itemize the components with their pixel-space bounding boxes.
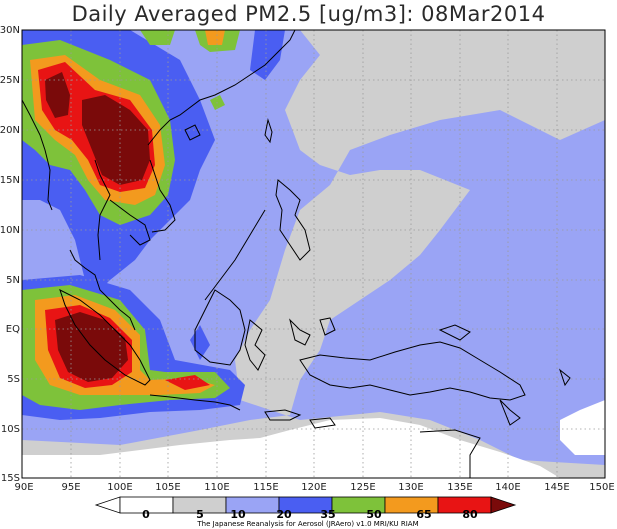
colorbar-label: 0 — [142, 508, 150, 521]
lat-label: 25N — [0, 75, 20, 86]
colorbar-label: 20 — [276, 508, 292, 521]
lon-label: 145E — [544, 482, 569, 493]
lon-label: 120E — [301, 482, 326, 493]
lat-label: EQ — [6, 324, 20, 335]
plot-frame — [21, 29, 606, 479]
colorbar-labels: 0 5 10 20 35 50 65 80 — [142, 508, 478, 521]
lat-label: 10S — [1, 424, 20, 435]
lon-label: 135E — [447, 482, 472, 493]
colorbar-label: 35 — [320, 508, 335, 521]
colorbar-label: 50 — [366, 508, 382, 521]
lat-label: 5S — [7, 374, 20, 385]
lat-label: 10N — [0, 225, 20, 236]
lat-label: 5N — [6, 275, 20, 286]
lon-label: 140E — [495, 482, 520, 493]
lat-label: 15N — [0, 175, 20, 186]
lat-label: 30N — [0, 25, 20, 36]
credit-text: The Japanese Reanalysis for Aerosol (JRA… — [196, 520, 418, 528]
colorbar-label: 80 — [462, 508, 478, 521]
map-title: Daily Averaged PM2.5 [ug/m3]: 08Mar2014 — [71, 2, 546, 26]
lat-label: 15S — [1, 473, 20, 484]
coastlines — [22, 30, 571, 478]
colorbar-high-arrow — [490, 496, 517, 514]
lon-label: 115E — [253, 482, 278, 493]
colorbar — [94, 496, 517, 514]
longitude-labels: 90E 95E 100E 105E 110E 115E 120E 125E 13… — [14, 482, 614, 493]
colorbar-label: 5 — [196, 508, 204, 521]
lon-label: 110E — [204, 482, 229, 493]
lon-label: 100E — [107, 482, 132, 493]
colorbar-low-arrow — [94, 496, 121, 514]
lon-label: 125E — [350, 482, 375, 493]
lon-label: 105E — [155, 482, 180, 493]
map-plot-area — [22, 30, 605, 478]
lon-label: 130E — [398, 482, 423, 493]
lon-label: 150E — [589, 482, 614, 493]
colorbar-label: 65 — [416, 508, 431, 521]
latitude-labels: 30N 25N 20N 15N 10N 5N EQ 5S 10S 15S — [0, 25, 20, 484]
lon-label: 95E — [61, 482, 80, 493]
colorbar-label: 10 — [230, 508, 246, 521]
field-level-0-5 — [22, 400, 605, 478]
lon-label: 90E — [14, 482, 33, 493]
lat-label: 20N — [0, 125, 20, 136]
